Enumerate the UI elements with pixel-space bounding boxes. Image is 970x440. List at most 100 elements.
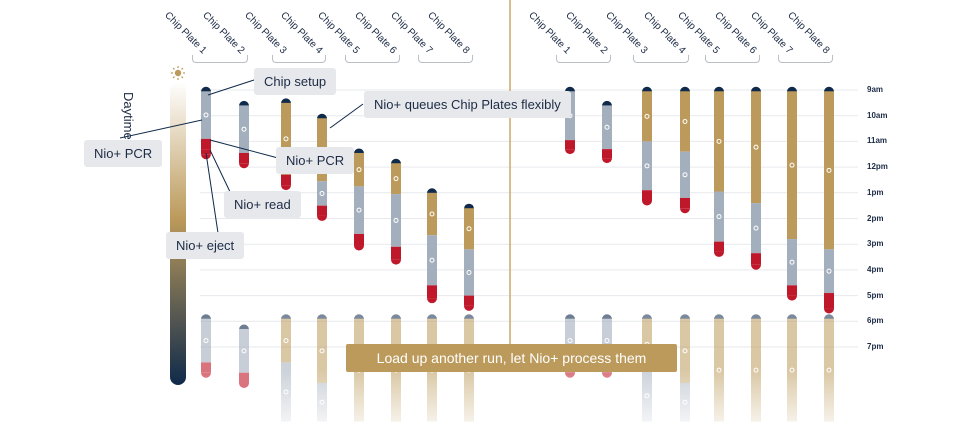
plate-pair-bracket bbox=[345, 55, 400, 63]
pcr-segment bbox=[714, 318, 724, 422]
chip-plate-tube bbox=[317, 314, 327, 422]
setup-segment bbox=[602, 105, 612, 150]
chip-plate-tube bbox=[787, 86, 797, 301]
pcr-segment bbox=[680, 91, 690, 152]
tube-bottom bbox=[201, 372, 211, 378]
setup-segment bbox=[391, 194, 401, 247]
setup-segment bbox=[464, 249, 474, 296]
pcr-segment bbox=[391, 163, 401, 195]
pcr-icon bbox=[682, 118, 688, 124]
tube-bottom bbox=[201, 154, 211, 160]
tube-bottom bbox=[680, 208, 690, 214]
overnight-banner: Load up another run, let Nio+ process th… bbox=[346, 344, 677, 394]
read-segment bbox=[391, 246, 401, 260]
pcr-segment bbox=[824, 91, 834, 250]
read-segment bbox=[354, 233, 364, 246]
sun-ray bbox=[172, 76, 175, 79]
chip-plate-tube bbox=[391, 158, 401, 265]
tube-bottom bbox=[239, 163, 249, 169]
read-segment bbox=[239, 152, 249, 164]
chip-plate-tube bbox=[680, 86, 690, 214]
nio-eject-callout: Nio+ eject bbox=[166, 232, 245, 259]
tube-cap bbox=[714, 86, 724, 92]
pcr-icon bbox=[283, 136, 289, 142]
tube-cap bbox=[281, 98, 291, 104]
read-segment bbox=[464, 295, 474, 306]
chip-plate-tube bbox=[427, 188, 437, 304]
read-segment bbox=[201, 149, 211, 155]
nio-pcr-right-callout: Nio+ PCR bbox=[276, 147, 355, 174]
nio-pcr-left-callout: Nio+ PCR bbox=[84, 140, 163, 167]
setup-icon bbox=[429, 257, 435, 263]
tube-cap bbox=[824, 86, 834, 92]
pcr-segment bbox=[787, 318, 797, 422]
tube-bottom bbox=[602, 158, 612, 164]
time-label: 4pm bbox=[867, 264, 884, 274]
setup-segment bbox=[751, 203, 761, 254]
setup-icon bbox=[203, 338, 209, 344]
setup-icon bbox=[241, 126, 247, 132]
tube-cap bbox=[239, 324, 249, 330]
tube-cap bbox=[281, 314, 291, 320]
tube-cap bbox=[824, 314, 834, 320]
setup-segment bbox=[602, 318, 612, 363]
pcr-segment bbox=[714, 91, 724, 192]
plate-pair-bracket bbox=[418, 55, 473, 63]
setup-segment bbox=[317, 382, 327, 422]
time-label: 2pm bbox=[867, 213, 884, 223]
time-label: 10am bbox=[867, 110, 888, 120]
setup-segment bbox=[201, 91, 211, 139]
pcr-icon bbox=[466, 226, 472, 232]
queues-callout: Nio+ queues Chip Plates flexibly bbox=[364, 91, 571, 118]
setup-segment bbox=[281, 362, 291, 422]
setup-icon bbox=[567, 338, 573, 344]
pcr-segment bbox=[751, 91, 761, 204]
chip-plate-tube bbox=[281, 314, 291, 422]
read-segment bbox=[751, 253, 761, 265]
setup-icon bbox=[753, 225, 759, 231]
setup-segment bbox=[642, 370, 652, 422]
time-label: 6pm bbox=[867, 316, 884, 326]
read-segment bbox=[787, 285, 797, 296]
setup-icon bbox=[393, 217, 399, 223]
chip-plate-tube bbox=[201, 86, 211, 160]
chip-plate-tube bbox=[714, 314, 724, 422]
pcr-icon bbox=[393, 176, 399, 182]
tube-bottom bbox=[427, 298, 437, 304]
pcr-segment bbox=[824, 318, 834, 422]
setup-icon bbox=[604, 124, 610, 130]
read-segment bbox=[714, 241, 724, 252]
tube-bottom bbox=[391, 259, 401, 265]
pcr-segment bbox=[354, 152, 364, 187]
tube-cap bbox=[751, 314, 761, 320]
pcr-icon bbox=[356, 167, 362, 173]
tube-cap bbox=[787, 314, 797, 320]
pcr-icon bbox=[753, 144, 759, 150]
chip-plate-tube bbox=[642, 86, 652, 206]
tube-cap bbox=[201, 314, 211, 320]
tube-bottom bbox=[464, 305, 474, 311]
plate-pair-bracket bbox=[192, 55, 248, 63]
tube-cap bbox=[642, 314, 652, 320]
plate-pair-bracket bbox=[705, 55, 760, 63]
setup-icon bbox=[241, 348, 247, 354]
read-segment bbox=[427, 285, 437, 299]
setup-icon bbox=[682, 172, 688, 178]
pcr-segment bbox=[680, 318, 690, 383]
chip-plate-tube bbox=[824, 86, 834, 314]
plate-pair-bracket bbox=[778, 55, 833, 63]
setup-icon bbox=[356, 207, 362, 213]
tube-cap bbox=[602, 100, 612, 106]
plate-pair-bracket bbox=[272, 55, 326, 63]
tube-cap bbox=[354, 314, 364, 320]
chip-plate-tube bbox=[824, 314, 834, 422]
setup-icon bbox=[319, 190, 325, 196]
read-segment bbox=[602, 149, 612, 159]
chip-plate-tube bbox=[201, 314, 211, 378]
pcr-icon bbox=[682, 348, 688, 354]
tube-cap bbox=[354, 148, 364, 154]
tube-bottom bbox=[239, 382, 249, 388]
tube-bottom bbox=[642, 200, 652, 206]
setup-icon bbox=[644, 163, 650, 169]
